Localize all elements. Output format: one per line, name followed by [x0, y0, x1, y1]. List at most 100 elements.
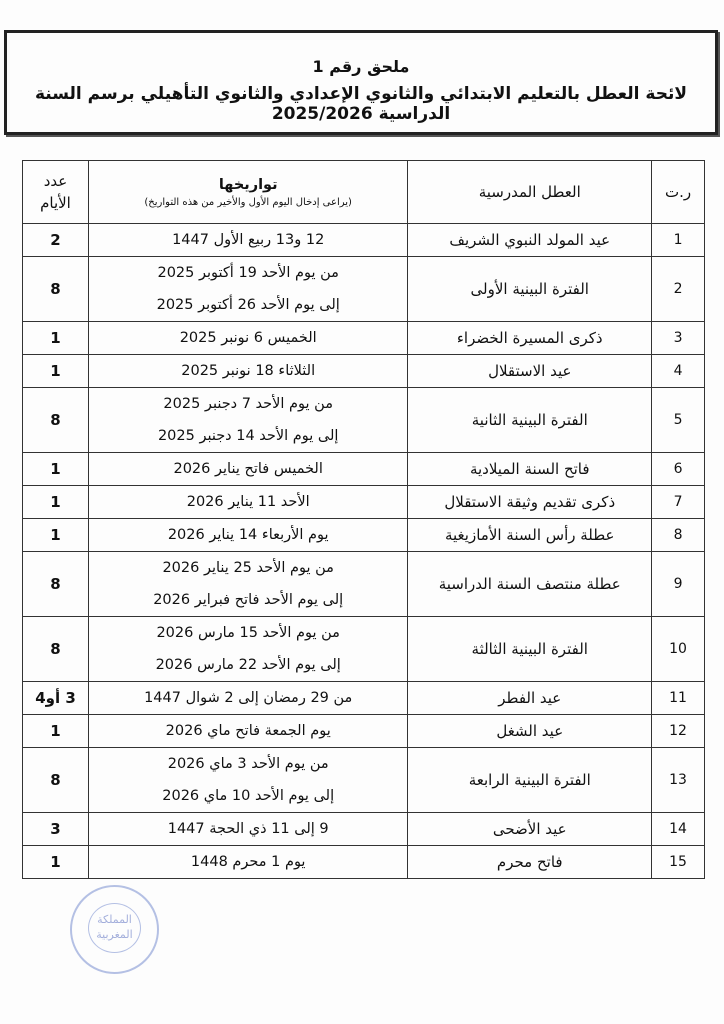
- date-line: يوم 1 محرم 1448: [190, 854, 306, 870]
- title-box: ملحق رقم 1 لائحة العطل بالتعليم الابتدائ…: [4, 30, 718, 135]
- days-count: 3 أو4: [22, 681, 89, 715]
- row-number: 10: [651, 616, 705, 682]
- holiday-name: فاتح السنة الميلادية: [407, 452, 653, 486]
- row-number: 12: [651, 714, 705, 748]
- row-number: 2: [651, 256, 705, 322]
- holiday-name: عيد الشغل: [407, 714, 653, 748]
- days-count: 8: [22, 747, 89, 813]
- col-days-header: عدد الأيام: [22, 160, 89, 224]
- holiday-name: عطلة رأس السنة الأمازيغية: [407, 518, 653, 552]
- row-number: 3: [651, 321, 705, 355]
- row-number: 5: [651, 387, 705, 453]
- holiday-dates: من 29 رمضان إلى 2 شوال 1447: [87, 681, 409, 715]
- date-line: من يوم الأحد 15 مارس 2026: [156, 625, 340, 641]
- holiday-dates: من يوم الأحد 15 مارس 2026 إلى يوم الأحد 2…: [87, 616, 409, 682]
- row-number: 4: [651, 354, 705, 388]
- days-count: 3: [22, 812, 89, 846]
- row-number: 1: [651, 223, 705, 257]
- table-row: 13 الفترة البينية الرابعة من يوم الأحد 3…: [22, 747, 705, 813]
- table-row: 5 الفترة البينية الثانية من يوم الأحد 7 …: [22, 387, 705, 453]
- holiday-dates: من يوم الأحد 7 دجنبر 2025 إلى يوم الأحد 1…: [87, 387, 409, 453]
- holiday-name: ذكرى المسيرة الخضراء: [407, 321, 653, 355]
- date-line: من يوم الأحد 3 ماي 2026: [167, 756, 329, 772]
- date-line: إلى يوم الأحد فاتح فبراير 2026: [153, 592, 344, 608]
- document-title: لائحة العطل بالتعليم الابتدائي والثانوي …: [34, 84, 687, 124]
- holiday-dates: الثلاثاء 18 نونبر 2025: [87, 354, 409, 388]
- holiday-name: عيد الفطر: [407, 681, 653, 715]
- holiday-name: عيد المولد النبوي الشريف: [407, 223, 653, 257]
- days-count: 1: [22, 518, 89, 552]
- holiday-dates: الخميس 6 نونبر 2025: [87, 321, 409, 355]
- table-row: 6 فاتح السنة الميلادية الخميس فاتح يناير…: [22, 452, 705, 486]
- date-line: إلى يوم الأحد 14 دجنبر 2025: [157, 428, 339, 444]
- holiday-name: عيد الاستقلال: [407, 354, 653, 388]
- days-count: 8: [22, 256, 89, 322]
- holidays-table: ر.ت العطل المدرسية تواريخها (يراعى إدخال…: [22, 160, 705, 879]
- date-line: الخميس 6 نونبر 2025: [179, 330, 317, 346]
- col-name-header: العطل المدرسية: [407, 160, 653, 224]
- date-line: إلى يوم الأحد 10 ماي 2026: [162, 788, 335, 804]
- days-count: 2: [22, 223, 89, 257]
- date-line: 9 إلى 11 ذي الحجة 1447: [167, 821, 329, 837]
- date-line: يوم الأربعاء 14 يناير 2026: [167, 527, 329, 543]
- days-count: 1: [22, 321, 89, 355]
- table-row: 11 عيد الفطر من 29 رمضان إلى 2 شوال 1447…: [22, 681, 705, 715]
- date-line: الخميس فاتح يناير 2026: [173, 461, 323, 477]
- date-line: الثلاثاء 18 نونبر 2025: [181, 363, 316, 379]
- days-count: 8: [22, 616, 89, 682]
- row-number: 11: [651, 681, 705, 715]
- row-number: 8: [651, 518, 705, 552]
- days-header-line1: عدد: [43, 172, 68, 190]
- days-count: 1: [22, 452, 89, 486]
- annex-label: ملحق رقم 1: [312, 57, 410, 76]
- holiday-name: عطلة منتصف السنة الدراسية: [407, 551, 653, 617]
- holiday-dates: من يوم الأحد 19 أكتوبر 2025 إلى يوم الأحد…: [87, 256, 409, 322]
- holiday-name: الفترة البينية الأولى: [407, 256, 653, 322]
- holiday-dates: يوم الجمعة فاتح ماي 2026: [87, 714, 409, 748]
- row-number: 14: [651, 812, 705, 846]
- official-stamp: المملكة المغربية: [70, 885, 159, 974]
- holiday-name: ذكرى تقديم وثيقة الاستقلال: [407, 485, 653, 519]
- row-number: 7: [651, 485, 705, 519]
- days-count: 1: [22, 485, 89, 519]
- table-row: 14 عيد الأضحى 9 إلى 11 ذي الحجة 1447 3: [22, 812, 705, 846]
- row-number: 15: [651, 845, 705, 879]
- holiday-dates: يوم 1 محرم 1448: [87, 845, 409, 879]
- table-row: 1 عيد المولد النبوي الشريف 12 و13 ربيع ا…: [22, 223, 705, 257]
- holiday-dates: يوم الأربعاء 14 يناير 2026: [87, 518, 409, 552]
- holiday-dates: الأحد 11 يناير 2026: [87, 485, 409, 519]
- row-number: 6: [651, 452, 705, 486]
- stamp-line2: المغربية: [96, 928, 133, 941]
- days-count: 8: [22, 551, 89, 617]
- table-row: 12 عيد الشغل يوم الجمعة فاتح ماي 2026 1: [22, 714, 705, 748]
- holiday-dates: 12 و13 ربيع الأول 1447: [87, 223, 409, 257]
- date-line: يوم الجمعة فاتح ماي 2026: [165, 723, 331, 739]
- holiday-name: الفترة البينية الثانية: [407, 387, 653, 453]
- row-number: 9: [651, 551, 705, 617]
- table-row: 3 ذكرى المسيرة الخضراء الخميس 6 نونبر 20…: [22, 321, 705, 355]
- date-line: من يوم الأحد 7 دجنبر 2025: [163, 396, 333, 412]
- days-count: 8: [22, 387, 89, 453]
- row-number: 13: [651, 747, 705, 813]
- table-row: 2 الفترة البينية الأولى من يوم الأحد 19 …: [22, 256, 705, 322]
- stamp-line1: المملكة: [97, 913, 132, 926]
- holiday-name: فاتح محرم: [407, 845, 653, 879]
- dates-header-label: تواريخها: [218, 177, 278, 193]
- days-header-line2: الأيام: [40, 194, 71, 212]
- holiday-name: عيد الأضحى: [407, 812, 653, 846]
- holiday-dates: من يوم الأحد 25 يناير 2026 إلى يوم الأحد …: [87, 551, 409, 617]
- col-num-header: ر.ت: [651, 160, 705, 224]
- days-count: 1: [22, 845, 89, 879]
- table-row: 7 ذكرى تقديم وثيقة الاستقلال الأحد 11 ين…: [22, 485, 705, 519]
- date-line: من يوم الأحد 25 يناير 2026: [162, 560, 334, 576]
- date-line: إلى يوم الأحد 22 مارس 2026: [155, 657, 341, 673]
- days-count: 1: [22, 354, 89, 388]
- table-row: 10 الفترة البينية الثالثة من يوم الأحد 1…: [22, 616, 705, 682]
- holiday-name: الفترة البينية الثالثة: [407, 616, 653, 682]
- holiday-dates: من يوم الأحد 3 ماي 2026 إلى يوم الأحد 10 …: [87, 747, 409, 813]
- date-line: من 29 رمضان إلى 2 شوال 1447: [144, 690, 353, 706]
- table-row: 9 عطلة منتصف السنة الدراسية من يوم الأحد…: [22, 551, 705, 617]
- table-row: 15 فاتح محرم يوم 1 محرم 1448 1: [22, 845, 705, 879]
- date-line: إلى يوم الأحد 26 أكتوبر 2025: [156, 297, 340, 313]
- date-line: من يوم الأحد 19 أكتوبر 2025: [157, 265, 339, 281]
